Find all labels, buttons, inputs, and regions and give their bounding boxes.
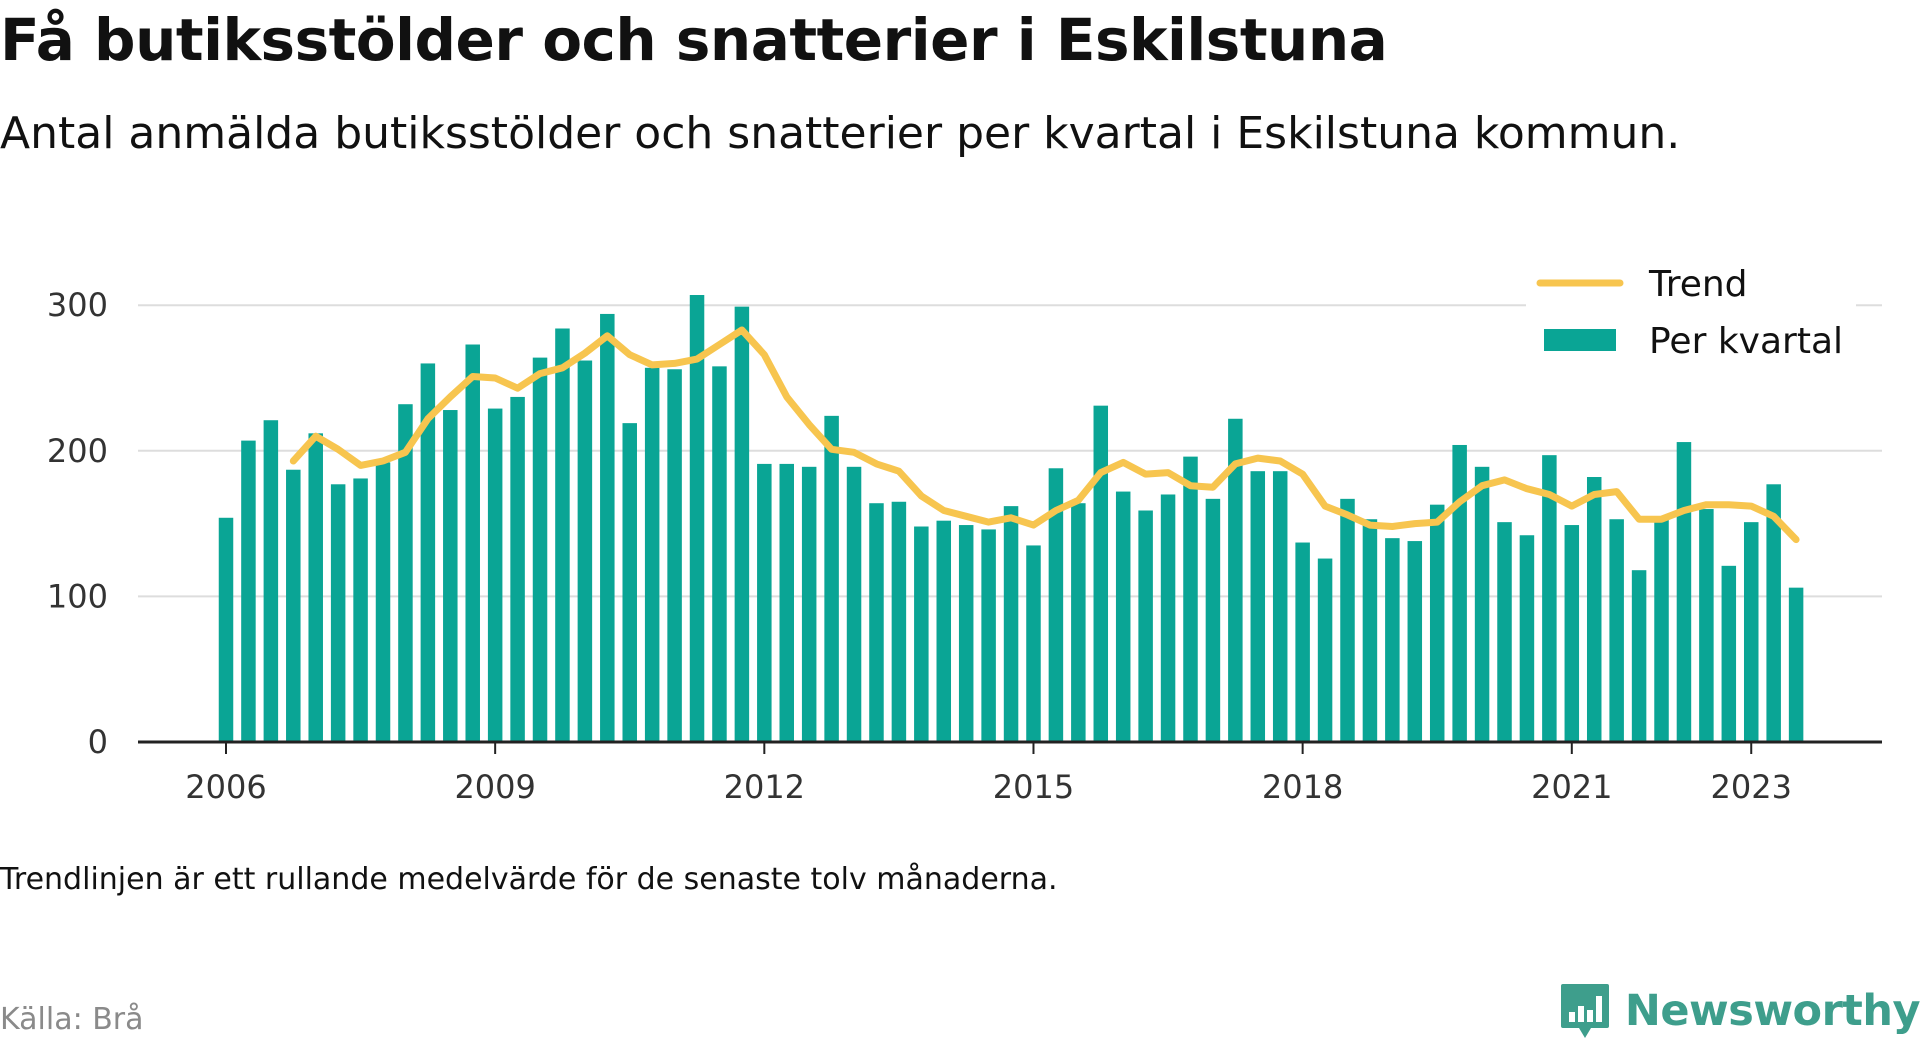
bar — [1654, 518, 1669, 742]
newsworthy-bar-chart-icon — [1559, 982, 1611, 1040]
bar — [1206, 499, 1221, 742]
bar — [1722, 566, 1737, 742]
bar — [1094, 406, 1109, 742]
bar — [1408, 541, 1423, 742]
bar — [1699, 509, 1714, 742]
x-tick-label: 2021 — [1531, 768, 1612, 806]
bar — [1363, 519, 1378, 742]
bar — [264, 420, 279, 742]
y-tick-label: 100 — [47, 577, 108, 615]
bar — [1071, 503, 1086, 742]
bar — [308, 433, 323, 742]
bar — [780, 464, 795, 742]
bar — [353, 478, 368, 742]
x-tick-label: 2018 — [1262, 768, 1343, 806]
bar — [1565, 525, 1580, 742]
bar — [959, 525, 974, 742]
bar — [1452, 445, 1467, 742]
x-axis: 2006 2009 2012 2015 2018 2021 2023 — [138, 742, 1882, 806]
x-tick-label: 2015 — [993, 768, 1074, 806]
bar — [735, 307, 750, 742]
bar — [533, 358, 548, 742]
bar — [1183, 457, 1198, 742]
bar — [1340, 499, 1355, 742]
bar — [331, 484, 346, 742]
source-credit: Källa: Brå — [0, 1002, 144, 1037]
bar — [1385, 538, 1400, 742]
bar — [1520, 535, 1535, 742]
bar — [219, 518, 234, 742]
bar — [555, 328, 570, 742]
bar — [1004, 506, 1019, 742]
bar — [914, 527, 929, 742]
bar — [1587, 477, 1602, 742]
x-tick-label: 2009 — [454, 768, 535, 806]
bar — [465, 345, 480, 742]
legend-trend-label: Trend — [1648, 264, 1748, 305]
bar — [1116, 492, 1131, 742]
y-tick-label: 200 — [47, 432, 108, 470]
bar — [241, 441, 256, 742]
bar — [1318, 559, 1333, 742]
bar — [443, 410, 458, 742]
bar — [937, 521, 952, 742]
bar — [376, 462, 391, 742]
bar — [578, 361, 593, 742]
bar — [1026, 545, 1041, 742]
bar — [869, 503, 884, 742]
bar — [286, 470, 301, 742]
bar — [600, 314, 615, 742]
bar — [1789, 588, 1804, 742]
brand-logo-group: Newsworthy — [1559, 982, 1920, 1040]
x-tick-label: 2023 — [1711, 768, 1792, 806]
chart-note: Trendlinjen är ett rullande medelvärde f… — [0, 862, 1058, 897]
legend-bar-label: Per kvartal — [1649, 321, 1843, 362]
bar — [1161, 494, 1176, 742]
bar — [1251, 471, 1266, 742]
bar — [1273, 471, 1288, 742]
bar — [622, 423, 637, 742]
bar — [824, 416, 839, 742]
bar — [510, 397, 524, 742]
bar — [1632, 570, 1647, 742]
bar — [712, 366, 727, 742]
bar — [1138, 510, 1153, 742]
bar — [1744, 522, 1759, 742]
bar — [488, 409, 503, 742]
y-tick-label: 300 — [47, 286, 108, 324]
x-tick-label: 2012 — [724, 768, 805, 806]
legend-bar-swatch — [1544, 329, 1616, 351]
bar — [981, 529, 996, 742]
bar — [847, 467, 862, 742]
x-tick-label: 2006 — [185, 768, 266, 806]
bar — [1677, 442, 1692, 742]
bar — [1609, 519, 1624, 742]
bar — [667, 369, 682, 742]
legend: Trend Per kvartal — [1526, 264, 1856, 380]
bar — [1430, 505, 1445, 742]
bar — [1475, 467, 1490, 742]
bar — [757, 464, 772, 742]
y-tick-label: 0 — [88, 723, 108, 761]
bar — [802, 467, 817, 742]
bar — [645, 368, 660, 742]
bar — [1497, 522, 1512, 742]
bar — [892, 502, 907, 742]
brand-name: Newsworthy — [1625, 986, 1920, 1036]
bar — [1295, 543, 1310, 742]
